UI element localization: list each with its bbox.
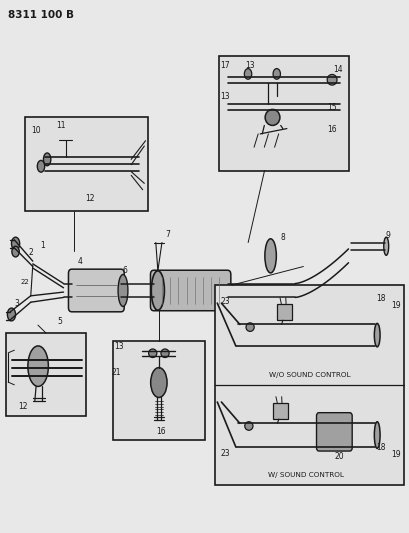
Ellipse shape [272, 69, 280, 79]
Text: 15: 15 [326, 103, 336, 112]
Text: 23: 23 [220, 297, 230, 305]
Text: 21: 21 [111, 368, 121, 377]
Ellipse shape [245, 323, 254, 332]
Text: 19: 19 [391, 301, 400, 310]
Bar [215, 285, 403, 485]
Text: 22: 22 [20, 279, 29, 286]
Text: 18: 18 [375, 443, 385, 452]
Ellipse shape [43, 153, 51, 166]
FancyBboxPatch shape [316, 413, 351, 451]
Text: 13: 13 [114, 342, 124, 351]
Bar [272, 403, 288, 419]
Text: W/ SOUND CONTROL: W/ SOUND CONTROL [267, 472, 343, 479]
Ellipse shape [151, 368, 167, 398]
Ellipse shape [244, 422, 252, 430]
Ellipse shape [151, 271, 164, 310]
Ellipse shape [373, 422, 379, 448]
Text: 2: 2 [28, 248, 33, 256]
Ellipse shape [383, 237, 388, 255]
Ellipse shape [326, 75, 336, 85]
Ellipse shape [28, 346, 48, 386]
Text: 11: 11 [56, 121, 65, 130]
Bar [25, 117, 147, 211]
Text: 23: 23 [220, 449, 230, 457]
Text: 1: 1 [40, 241, 45, 249]
Ellipse shape [12, 246, 19, 257]
Text: 10: 10 [31, 126, 41, 135]
Ellipse shape [148, 349, 156, 358]
Text: 9: 9 [384, 231, 389, 240]
Text: 7: 7 [165, 230, 170, 239]
Text: 19: 19 [391, 450, 400, 458]
Text: 12: 12 [18, 402, 27, 410]
Ellipse shape [160, 349, 169, 358]
Text: 16: 16 [156, 427, 165, 436]
Text: 20: 20 [333, 452, 343, 461]
Ellipse shape [265, 109, 279, 125]
Text: 13: 13 [220, 92, 230, 101]
Text: W/O SOUND CONTROL: W/O SOUND CONTROL [268, 373, 349, 378]
Ellipse shape [264, 239, 276, 273]
Bar [219, 56, 348, 171]
Text: 12: 12 [85, 195, 95, 203]
Ellipse shape [7, 308, 16, 321]
Text: 8311 100 B: 8311 100 B [8, 10, 74, 20]
Text: 17: 17 [220, 61, 230, 70]
Text: 4: 4 [77, 257, 82, 265]
Ellipse shape [37, 160, 45, 172]
Ellipse shape [11, 237, 20, 250]
Text: 18: 18 [375, 294, 385, 303]
Bar [112, 341, 204, 440]
Text: 6: 6 [122, 266, 127, 274]
Ellipse shape [373, 324, 379, 347]
Text: 5: 5 [57, 317, 62, 326]
Ellipse shape [244, 69, 251, 79]
Ellipse shape [118, 274, 128, 306]
FancyBboxPatch shape [150, 270, 230, 311]
FancyBboxPatch shape [68, 269, 124, 312]
Text: 14: 14 [333, 65, 342, 74]
Bar [6, 333, 86, 416]
Text: 13: 13 [245, 61, 254, 70]
Bar [276, 304, 292, 320]
Text: 3: 3 [15, 300, 20, 308]
Text: 8: 8 [280, 233, 285, 241]
Text: 16: 16 [326, 125, 336, 134]
